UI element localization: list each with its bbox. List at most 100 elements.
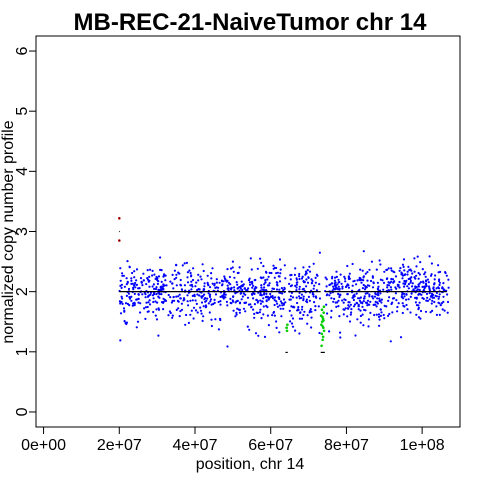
normal-point — [185, 313, 188, 317]
normal-point — [215, 286, 218, 289]
normal-point — [349, 303, 352, 306]
normal-point — [248, 328, 251, 331]
loss-point — [321, 338, 324, 342]
normal-point — [390, 302, 393, 306]
normal-point — [325, 294, 328, 297]
normal-point — [312, 295, 315, 298]
normal-point — [160, 288, 163, 291]
normal-point — [435, 305, 438, 308]
normal-point — [414, 287, 417, 290]
normal-point — [306, 322, 309, 325]
normal-point — [391, 297, 395, 300]
normal-point — [391, 278, 395, 281]
normal-point — [133, 270, 136, 273]
normal-point — [206, 283, 210, 286]
normal-point — [377, 313, 381, 316]
normal-point — [353, 303, 357, 306]
normal-point — [173, 278, 176, 281]
normal-point — [291, 317, 295, 320]
normal-point — [152, 300, 155, 304]
normal-point — [417, 316, 421, 319]
normal-point — [435, 291, 438, 294]
normal-point — [338, 280, 341, 284]
normal-point — [263, 335, 267, 338]
normal-point — [177, 307, 180, 310]
normal-point — [400, 273, 403, 276]
normal-point — [238, 286, 241, 289]
normal-point — [446, 311, 449, 314]
normal-point — [159, 256, 162, 259]
normal-point — [360, 281, 363, 284]
normal-point — [415, 304, 419, 307]
normal-point — [235, 300, 238, 303]
normal-point — [270, 271, 273, 275]
normal-point — [245, 289, 248, 292]
normal-point — [403, 295, 406, 298]
normal-point — [407, 287, 410, 290]
normal-point — [252, 291, 255, 295]
normal-point — [355, 301, 358, 304]
normal-point — [119, 339, 122, 342]
normal-point — [362, 324, 365, 327]
normal-point — [433, 296, 436, 299]
normal-point — [318, 283, 321, 286]
normal-point — [299, 311, 302, 314]
normal-point — [415, 313, 418, 316]
normal-point — [175, 263, 178, 266]
normal-point — [144, 317, 147, 320]
normal-point — [331, 275, 334, 278]
normal-point — [263, 283, 266, 286]
normal-point — [359, 321, 362, 324]
loss-point — [285, 329, 289, 333]
normal-point — [250, 305, 253, 308]
normal-point — [243, 287, 246, 290]
normal-point — [406, 270, 409, 273]
normal-point — [259, 308, 262, 311]
normal-point — [273, 303, 276, 307]
normal-point — [133, 283, 136, 286]
normal-point — [279, 300, 282, 303]
normal-point — [119, 312, 123, 315]
loss-point — [320, 332, 324, 336]
normal-point — [264, 279, 267, 282]
normal-point — [373, 303, 376, 306]
normal-point — [295, 289, 298, 292]
normal-point — [423, 285, 426, 288]
normal-point — [219, 318, 222, 322]
normal-point — [359, 314, 362, 318]
normal-point — [256, 267, 259, 270]
normal-point — [151, 274, 154, 277]
normal-point — [217, 300, 220, 304]
normal-point — [359, 309, 362, 312]
normal-point — [186, 281, 190, 284]
normal-point — [406, 273, 409, 276]
normal-point — [198, 288, 201, 291]
normal-point — [350, 308, 353, 311]
normal-point — [362, 250, 365, 253]
normal-point — [388, 281, 392, 284]
normal-point — [313, 301, 316, 304]
normal-point — [444, 271, 447, 274]
normal-point — [224, 293, 227, 296]
chart-title: MB-REC-21-NaiveTumor chr 14 — [74, 9, 428, 36]
normal-point — [310, 326, 313, 329]
normal-point — [196, 311, 199, 314]
normal-point — [300, 293, 303, 296]
normal-point — [431, 294, 434, 297]
normal-point — [201, 263, 204, 266]
normal-point — [414, 301, 417, 304]
normal-point — [358, 279, 362, 282]
normal-point — [219, 295, 222, 298]
normal-point — [233, 286, 236, 289]
normal-point — [442, 295, 445, 298]
normal-point — [383, 317, 386, 320]
normal-point — [329, 292, 332, 295]
normal-point — [308, 311, 311, 314]
normal-point — [268, 271, 271, 274]
normal-point — [417, 271, 420, 275]
normal-point — [238, 311, 241, 314]
normal-point — [298, 272, 301, 276]
normal-point — [196, 293, 199, 296]
normal-point — [231, 260, 234, 263]
normal-point — [344, 280, 347, 283]
